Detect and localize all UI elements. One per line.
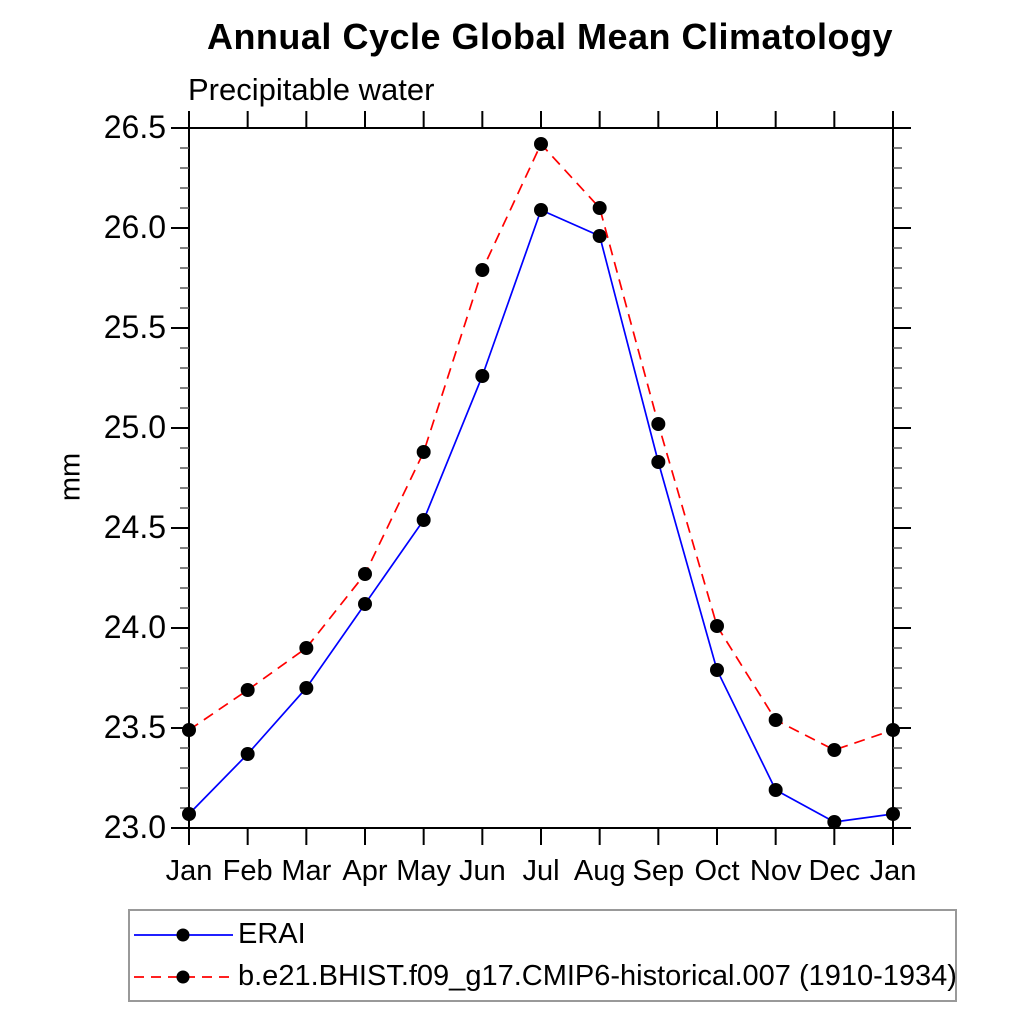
- data-point-marker: [240, 747, 255, 761]
- data-point-marker: [827, 815, 842, 829]
- x-tick-label: Mar: [281, 855, 331, 887]
- y-tick-label: 24.0: [104, 609, 166, 645]
- legend-label-model: b.e21.BHIST.f09_g17.CMIP6-historical.007…: [238, 960, 957, 992]
- legend-line-sample-dashed-icon: [134, 970, 233, 983]
- data-point-marker: [768, 783, 783, 797]
- legend-label-erai: ERAI: [238, 918, 306, 950]
- y-tick-label: 23.5: [104, 709, 166, 745]
- x-tick-label: Jul: [522, 855, 559, 887]
- data-point-marker: [182, 723, 196, 737]
- y-tick-label: 25.0: [104, 409, 166, 445]
- data-point-marker: [299, 641, 314, 655]
- x-tick-label: Sep: [633, 855, 685, 887]
- data-point-marker: [768, 713, 783, 727]
- data-point-marker: [416, 513, 431, 527]
- x-tick-label: Aug: [574, 855, 626, 887]
- data-point-marker: [475, 263, 490, 277]
- y-tick-label: 25.5: [104, 309, 166, 345]
- x-tick-label: Jun: [459, 855, 506, 887]
- x-tick-label: Dec: [809, 855, 861, 887]
- x-tick-label: Feb: [223, 855, 273, 887]
- series-line-1: [188, 142, 894, 751]
- data-point-marker: [534, 203, 548, 217]
- data-point-marker: [475, 369, 490, 383]
- x-tick-label: Jan: [166, 855, 213, 887]
- data-point-marker: [534, 137, 548, 151]
- series-line-0: [188, 208, 894, 823]
- data-point-marker: [182, 807, 196, 821]
- legend-row-model: b.e21.BHIST.f09_g17.CMIP6-historical.007…: [132, 960, 957, 993]
- legend: ERAI b.e21.BHIST.f09_g17.CMIP6-historica…: [128, 909, 957, 1002]
- data-point-marker: [240, 683, 255, 697]
- y-tick-label: 23.0: [104, 809, 166, 845]
- data-point-marker: [886, 723, 900, 737]
- data-point-marker: [358, 597, 372, 611]
- data-point-marker: [710, 663, 724, 677]
- data-point-marker: [592, 201, 607, 215]
- chart-subtitle: Precipitable water: [188, 72, 435, 107]
- x-tick-label: Oct: [694, 855, 739, 887]
- x-tick-label: May: [396, 855, 451, 887]
- data-point-marker: [710, 619, 724, 633]
- data-point-marker: [886, 807, 900, 821]
- legend-row-erai: ERAI: [132, 918, 955, 951]
- y-tick-label: 26.0: [104, 209, 166, 245]
- axis-frame: [188, 127, 894, 829]
- data-point-marker: [651, 455, 666, 469]
- x-tick-label: Apr: [342, 855, 387, 887]
- data-point-marker: [651, 417, 666, 431]
- data-point-marker: [416, 445, 431, 459]
- data-point-marker: [592, 229, 607, 243]
- x-tick-label: Nov: [750, 855, 802, 887]
- y-tick-label: 26.5: [104, 109, 166, 145]
- legend-line-sample-solid-icon: [134, 928, 233, 941]
- chart-title: Annual Cycle Global Mean Climatology: [206, 16, 894, 57]
- data-point-marker: [358, 567, 372, 581]
- y-tick-label: 24.5: [104, 509, 166, 545]
- data-point-marker: [827, 743, 842, 757]
- x-tick-label: Jan: [870, 855, 917, 887]
- data-point-marker: [299, 681, 314, 695]
